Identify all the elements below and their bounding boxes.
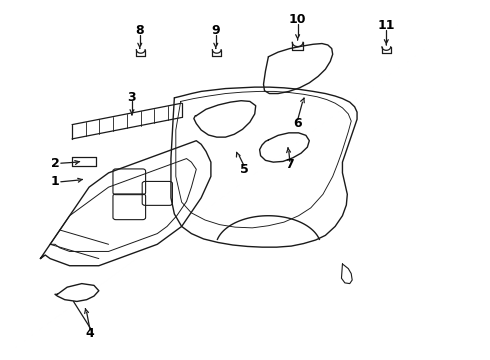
Text: 2: 2 — [50, 157, 59, 170]
Text: 4: 4 — [86, 327, 95, 340]
Text: 10: 10 — [289, 13, 306, 27]
Text: 5: 5 — [240, 163, 248, 176]
Text: 9: 9 — [212, 24, 220, 37]
Text: 8: 8 — [135, 24, 144, 37]
Text: 1: 1 — [50, 175, 59, 188]
Text: 3: 3 — [128, 91, 136, 104]
Text: 7: 7 — [286, 158, 294, 171]
Text: 6: 6 — [294, 117, 302, 130]
Text: 11: 11 — [377, 19, 395, 32]
